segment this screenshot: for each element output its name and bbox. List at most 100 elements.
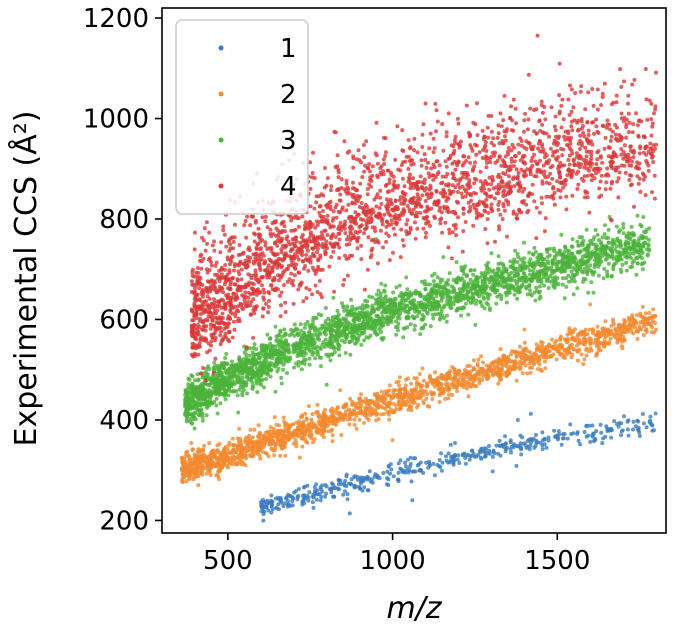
data-point	[329, 332, 334, 337]
data-point	[634, 249, 639, 254]
data-point	[647, 226, 652, 231]
data-point	[584, 434, 589, 439]
data-point	[431, 279, 436, 284]
data-point	[558, 352, 563, 357]
data-point	[616, 424, 621, 429]
data-point	[560, 282, 565, 287]
data-point	[522, 441, 526, 446]
data-point	[387, 297, 392, 302]
data-point	[285, 357, 290, 362]
data-point	[639, 224, 644, 229]
data-point	[612, 419, 617, 424]
data-point	[292, 365, 296, 370]
data-point	[407, 306, 412, 311]
data-point	[261, 512, 266, 517]
data-point	[515, 260, 520, 264]
data-point	[634, 272, 639, 277]
data-point	[360, 322, 365, 327]
data-point	[588, 439, 593, 444]
data-point	[374, 418, 379, 423]
data-point	[558, 260, 563, 265]
series-3-points	[183, 213, 652, 431]
data-point	[314, 482, 319, 487]
data-point	[559, 442, 564, 447]
data-point	[346, 481, 351, 486]
data-point	[601, 276, 606, 281]
data-point	[435, 307, 440, 312]
data-point	[570, 237, 575, 242]
data-point	[566, 248, 571, 253]
data-point	[257, 453, 262, 458]
data-point	[335, 308, 340, 313]
data-point	[625, 419, 630, 424]
data-point	[191, 477, 196, 482]
data-point	[207, 403, 212, 408]
data-point	[391, 474, 396, 479]
data-point	[216, 459, 221, 464]
data-point	[595, 324, 600, 329]
data-point	[299, 341, 304, 346]
data-point	[191, 400, 196, 405]
data-point	[325, 424, 330, 428]
data-point	[286, 347, 291, 351]
data-point	[553, 275, 558, 280]
data-point	[296, 363, 301, 368]
data-point	[244, 374, 249, 379]
data-point	[214, 396, 219, 401]
data-point	[321, 415, 326, 420]
data-point	[216, 470, 221, 474]
data-point	[647, 310, 652, 315]
data-point	[481, 449, 486, 453]
data-point	[618, 329, 623, 334]
data-point	[188, 473, 192, 478]
data-point	[335, 339, 339, 344]
data-point	[478, 300, 483, 305]
data-point	[462, 379, 467, 384]
data-point	[510, 349, 514, 354]
data-point	[620, 262, 625, 267]
data-point	[382, 396, 387, 401]
data-point	[468, 268, 473, 273]
data-point	[641, 333, 646, 338]
data-point	[628, 319, 633, 324]
data-point	[617, 228, 622, 233]
data-point	[275, 506, 279, 511]
data-point	[421, 307, 426, 312]
data-point	[539, 348, 544, 353]
data-point	[302, 423, 306, 428]
data-point	[181, 462, 186, 467]
data-point	[483, 284, 488, 289]
data-point	[620, 337, 625, 342]
data-point	[352, 485, 357, 490]
data-point	[375, 474, 380, 479]
data-point	[630, 264, 635, 269]
data-point	[578, 442, 582, 447]
data-point	[582, 253, 587, 258]
data-point	[619, 433, 624, 438]
data-point	[512, 363, 517, 368]
data-point	[398, 387, 403, 392]
data-point	[439, 306, 444, 311]
data-point	[244, 345, 249, 350]
data-point	[354, 426, 359, 431]
data-point	[634, 321, 639, 326]
data-point	[646, 237, 651, 242]
data-point	[238, 460, 243, 465]
data-point	[223, 389, 228, 393]
data-point	[508, 359, 513, 364]
data-point	[539, 280, 544, 285]
data-point	[229, 374, 234, 379]
data-point	[427, 373, 432, 378]
data-point	[437, 464, 442, 469]
data-point	[449, 454, 454, 459]
data-point	[319, 364, 323, 369]
data-point	[436, 387, 441, 392]
data-point	[481, 368, 486, 373]
data-point	[285, 502, 290, 507]
data-point	[527, 268, 532, 273]
data-point	[595, 232, 600, 237]
data-point	[270, 507, 275, 512]
data-point	[630, 82, 635, 87]
data-point	[490, 469, 495, 474]
data-point	[405, 467, 410, 472]
